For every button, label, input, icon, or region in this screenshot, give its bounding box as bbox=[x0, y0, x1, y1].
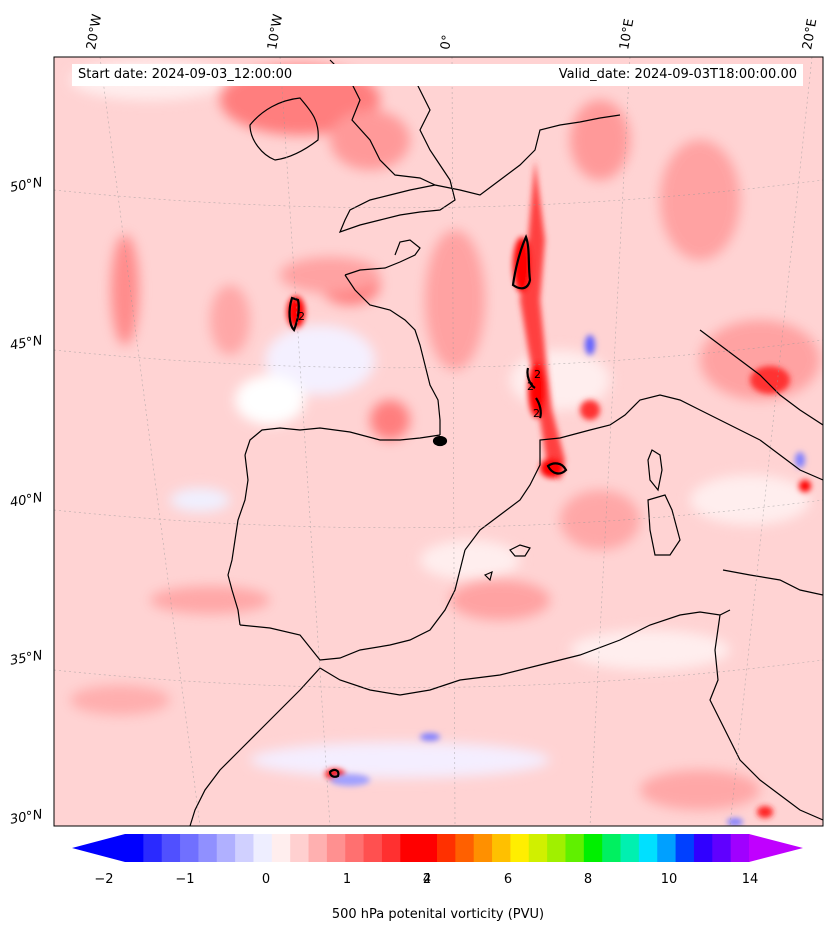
colorbar-segment bbox=[418, 834, 438, 862]
colorbar-segment bbox=[345, 834, 365, 862]
colorbar-max-arrow bbox=[749, 834, 803, 862]
colorbar-segment bbox=[235, 834, 255, 862]
colorbar-segment bbox=[657, 834, 677, 862]
colorbar-segment bbox=[455, 834, 475, 862]
colorbar-segment bbox=[730, 834, 750, 862]
colorbar-segment bbox=[143, 834, 163, 862]
contour-labels: 2 2 2 2 bbox=[298, 310, 541, 420]
colorbar-segment bbox=[308, 834, 328, 862]
contour-label-2: 2 bbox=[533, 407, 540, 420]
colorbar-segment bbox=[326, 834, 346, 862]
colorbar-segment bbox=[271, 834, 291, 862]
colorbar-segment bbox=[620, 834, 640, 862]
colorbar-tick: 2 bbox=[422, 872, 432, 887]
pv-2-contours bbox=[288, 234, 568, 778]
colorbar bbox=[72, 834, 803, 862]
colorbar-segment bbox=[180, 834, 200, 862]
colorbar-segment bbox=[400, 834, 420, 862]
colorbar-segment bbox=[583, 834, 603, 862]
colorbar-segment bbox=[290, 834, 310, 862]
lon-label: 0° bbox=[438, 33, 456, 51]
colorbar-tick: 10 bbox=[660, 872, 678, 887]
colorbar-segment bbox=[473, 834, 493, 862]
colorbar-segment bbox=[198, 834, 218, 862]
colorbar-tick: 4 bbox=[422, 872, 432, 887]
contour-label-2: 2 bbox=[298, 310, 305, 323]
colorbar-label: 500 hPa potenital vorticity (PVU) bbox=[331, 907, 545, 922]
colorbar-segment bbox=[602, 834, 622, 862]
colorbar-segment bbox=[565, 834, 585, 862]
contour-label-2: 2 bbox=[527, 380, 534, 393]
colorbar-segment bbox=[381, 834, 401, 862]
colorbar-tick: 14 bbox=[741, 872, 759, 887]
valid-date: Valid_date: 2024-09-03T18:00:00.00 bbox=[558, 67, 797, 82]
colorbar-min-arrow bbox=[72, 834, 125, 862]
graticule bbox=[54, 57, 823, 826]
colorbar-segment bbox=[216, 834, 236, 862]
colorbar-tick: 6 bbox=[503, 872, 513, 887]
colorbar-tick: −2 bbox=[94, 872, 114, 887]
colorbar-segment bbox=[638, 834, 658, 862]
colorbar-segment bbox=[510, 834, 530, 862]
colorbar-segment bbox=[528, 834, 548, 862]
colorbar-segment bbox=[712, 834, 732, 862]
colorbar-segment bbox=[547, 834, 567, 862]
colorbar-segment bbox=[492, 834, 512, 862]
colorbar-segment bbox=[363, 834, 383, 862]
colorbar-tick: −1 bbox=[175, 872, 195, 887]
date-header: Start date: 2024-09-03_12:00:00 Valid_da… bbox=[72, 64, 803, 86]
map-frame bbox=[53, 56, 824, 827]
colorbar-segment bbox=[161, 834, 181, 862]
negative-pv-spots bbox=[330, 335, 805, 826]
colorbar-segment bbox=[693, 834, 713, 862]
colorbar-segment bbox=[253, 834, 273, 862]
colorbar-tick: 0 bbox=[261, 872, 271, 887]
colorbar-segment bbox=[437, 834, 456, 862]
colorbar-tick: 8 bbox=[583, 872, 593, 887]
colorbar-segment bbox=[675, 834, 695, 862]
coastlines bbox=[189, 59, 823, 826]
start-date: Start date: 2024-09-03_12:00:00 bbox=[78, 67, 293, 82]
pv-field bbox=[54, 57, 823, 826]
colorbar-segment bbox=[125, 834, 144, 862]
contour-label-2: 2 bbox=[534, 368, 541, 381]
colorbar-tick: 1 bbox=[342, 872, 352, 887]
